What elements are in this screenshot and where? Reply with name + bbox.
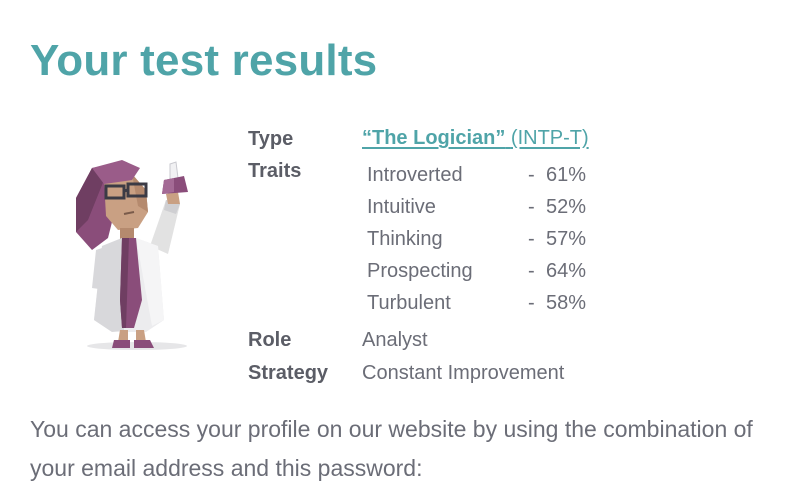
- trait-name: Introverted: [367, 164, 463, 186]
- trait-name: Intuitive: [367, 196, 436, 218]
- trait-percent: 64%: [546, 260, 587, 282]
- role-value: Analyst: [362, 329, 428, 351]
- page-title: Your test results: [30, 36, 378, 85]
- trait-dash: -: [528, 164, 535, 186]
- role-label: Role: [248, 329, 292, 351]
- type-label: Type: [248, 128, 294, 150]
- type-code: (INTP-T): [510, 127, 589, 149]
- trait-name: Thinking: [367, 228, 443, 250]
- trait-percent: 57%: [546, 228, 587, 250]
- trait-dash: -: [528, 260, 535, 282]
- trait-name: Turbulent: [367, 292, 451, 314]
- trait-dash: -: [528, 228, 535, 250]
- strategy-label: Strategy: [248, 362, 329, 384]
- type-link[interactable]: “The Logician” (INTP-T): [362, 125, 589, 151]
- type-name: “The Logician”: [362, 127, 506, 149]
- trait-dash: -: [528, 292, 535, 314]
- trait-name: Prospecting: [367, 260, 473, 282]
- trait-dash: -: [528, 196, 535, 218]
- logician-avatar-icon: [76, 160, 188, 350]
- strategy-value: Constant Improvement: [362, 362, 565, 384]
- profile-access-text: You can access your profile on our websi…: [30, 416, 753, 481]
- traits-label: Traits: [248, 160, 302, 182]
- trait-percent: 58%: [546, 292, 587, 314]
- trait-percent: 52%: [546, 196, 587, 218]
- trait-percent: 61%: [546, 164, 587, 186]
